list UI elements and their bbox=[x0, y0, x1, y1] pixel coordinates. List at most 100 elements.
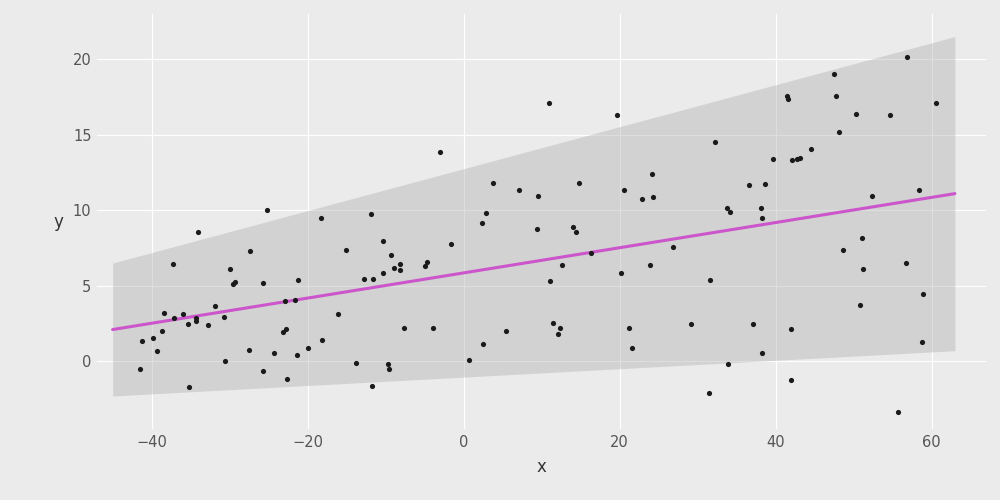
Y-axis label: y: y bbox=[54, 212, 64, 230]
Point bbox=[188, 317, 204, 325]
Point bbox=[855, 265, 871, 273]
Point bbox=[165, 260, 181, 268]
Point bbox=[365, 276, 381, 283]
Point bbox=[754, 214, 770, 222]
Point bbox=[565, 223, 581, 231]
Point bbox=[475, 340, 491, 348]
Point bbox=[132, 365, 148, 373]
Point bbox=[754, 349, 770, 357]
Point bbox=[396, 324, 412, 332]
Point bbox=[338, 246, 354, 254]
Point bbox=[386, 264, 402, 272]
Point bbox=[613, 269, 629, 277]
Point bbox=[290, 276, 306, 284]
Point bbox=[432, 148, 448, 156]
Point bbox=[380, 360, 396, 368]
Point bbox=[583, 248, 599, 256]
Point bbox=[835, 246, 851, 254]
Point bbox=[831, 128, 847, 136]
Point bbox=[190, 228, 206, 236]
Point bbox=[616, 186, 632, 194]
Point bbox=[529, 225, 545, 233]
Point bbox=[134, 337, 150, 345]
Point bbox=[314, 336, 330, 344]
Point bbox=[348, 360, 364, 368]
Point bbox=[511, 186, 527, 194]
Point bbox=[375, 238, 391, 246]
Point bbox=[914, 338, 930, 346]
Point bbox=[882, 110, 898, 118]
Point bbox=[498, 328, 514, 336]
Point bbox=[277, 296, 293, 304]
Point bbox=[890, 408, 906, 416]
Point bbox=[425, 324, 441, 332]
Point bbox=[542, 277, 558, 285]
Point bbox=[741, 180, 757, 188]
Point bbox=[642, 262, 658, 270]
Point bbox=[609, 111, 625, 119]
Point bbox=[364, 382, 380, 390]
Point bbox=[217, 357, 233, 365]
Point bbox=[644, 170, 660, 178]
Point bbox=[181, 384, 197, 392]
Point bbox=[313, 214, 329, 222]
Point bbox=[826, 70, 842, 78]
Point bbox=[149, 347, 165, 355]
Point bbox=[222, 265, 238, 273]
Point bbox=[383, 251, 399, 259]
Point bbox=[279, 375, 295, 383]
Point bbox=[571, 180, 587, 188]
Point bbox=[419, 258, 435, 266]
Point bbox=[719, 204, 735, 212]
Point bbox=[550, 330, 566, 338]
Point bbox=[828, 92, 844, 100]
Point bbox=[854, 234, 870, 242]
Point bbox=[568, 228, 584, 236]
Point bbox=[255, 279, 271, 287]
Point bbox=[745, 320, 761, 328]
Point bbox=[255, 367, 271, 375]
Point bbox=[624, 344, 640, 352]
Point bbox=[665, 243, 681, 251]
Point bbox=[780, 95, 796, 103]
Point bbox=[899, 53, 915, 61]
Point bbox=[789, 155, 805, 163]
Point bbox=[722, 208, 738, 216]
Point bbox=[645, 193, 661, 201]
Point bbox=[166, 314, 182, 322]
Point bbox=[757, 180, 773, 188]
Point bbox=[330, 310, 346, 318]
Point bbox=[443, 240, 459, 248]
Point bbox=[241, 346, 257, 354]
Point bbox=[227, 278, 243, 285]
Point bbox=[216, 313, 232, 321]
Point bbox=[300, 344, 316, 352]
Point bbox=[683, 320, 699, 328]
Point bbox=[753, 204, 769, 212]
Point bbox=[461, 356, 477, 364]
Point bbox=[417, 262, 433, 270]
Point bbox=[375, 269, 391, 277]
Point bbox=[707, 138, 723, 146]
Point bbox=[803, 145, 819, 153]
Point bbox=[145, 334, 161, 342]
Point bbox=[852, 301, 868, 309]
Point bbox=[765, 156, 781, 164]
Point bbox=[289, 352, 305, 360]
Point bbox=[552, 324, 568, 332]
Point bbox=[392, 260, 408, 268]
Point bbox=[915, 290, 931, 298]
Point bbox=[864, 192, 880, 200]
Point bbox=[156, 309, 172, 317]
Point bbox=[381, 365, 397, 373]
Point bbox=[478, 208, 494, 216]
Point bbox=[783, 325, 799, 333]
Point bbox=[275, 328, 291, 336]
Point bbox=[779, 92, 795, 100]
Point bbox=[278, 325, 294, 333]
Point bbox=[287, 296, 303, 304]
Point bbox=[783, 376, 799, 384]
Point bbox=[175, 310, 191, 318]
Point bbox=[242, 247, 258, 255]
Point bbox=[848, 110, 864, 118]
